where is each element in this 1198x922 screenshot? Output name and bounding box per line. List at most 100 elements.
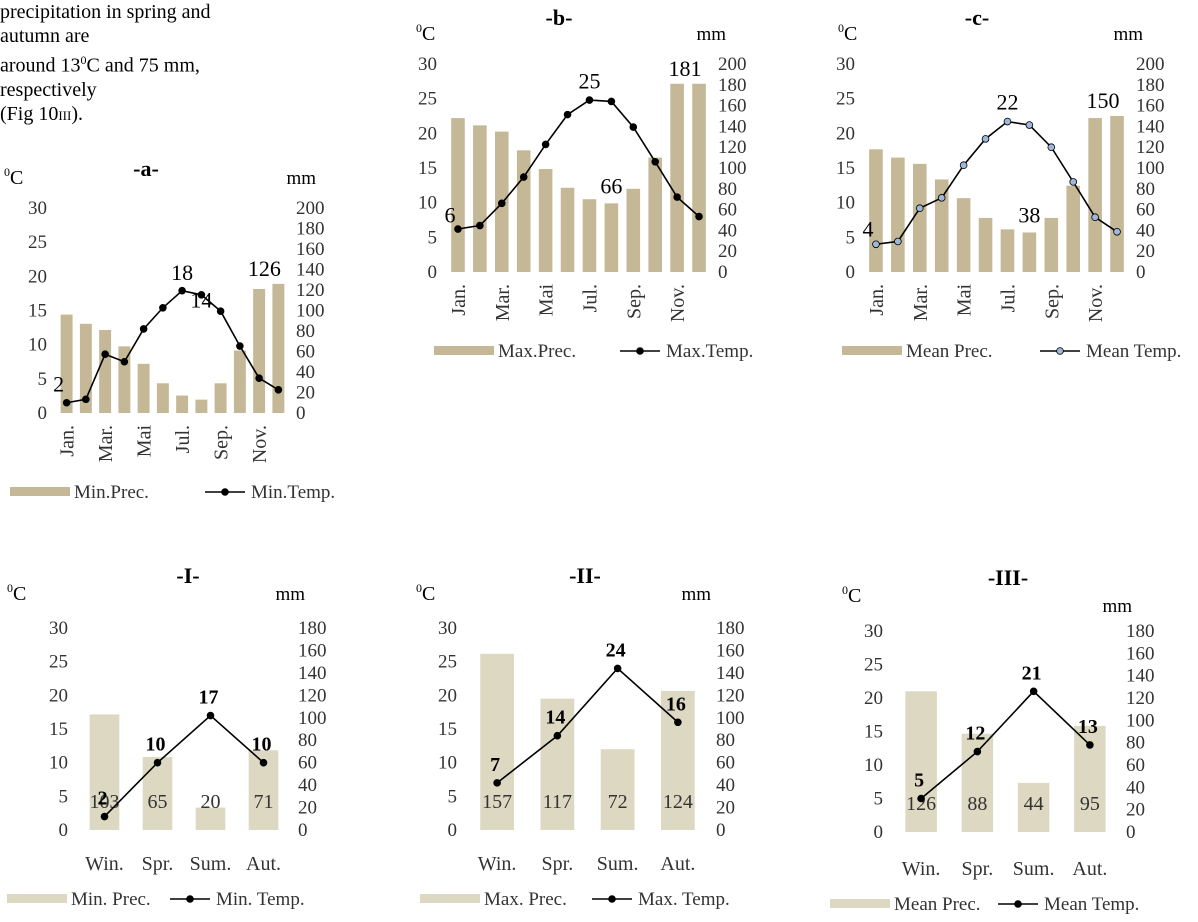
chart-title: -a-	[133, 156, 159, 181]
chart-b: -b-0C mm051015202530020406080100120140160…	[416, 5, 753, 362]
bar	[582, 199, 597, 272]
data-annotation: 150	[1087, 88, 1120, 113]
left-tick-label: 25	[28, 232, 47, 253]
intro-line-3-end: ).	[71, 102, 84, 125]
temp-point	[1003, 117, 1012, 126]
left-tick-label: 25	[418, 89, 437, 110]
bar	[272, 283, 285, 413]
bar-value-label: 72	[608, 791, 628, 813]
bar	[142, 757, 173, 830]
legend-swatch-marker	[1056, 347, 1064, 355]
right-axis-label: mm	[1113, 24, 1143, 45]
temp-line	[457, 99, 700, 230]
legend-label-line: Min.Temp.	[251, 482, 335, 503]
temp-line	[496, 667, 679, 784]
category-tick-label: Sum.	[190, 853, 232, 875]
temp-point	[894, 237, 902, 246]
right-tick-label: 160	[716, 640, 745, 661]
temp-point	[139, 325, 148, 333]
left-tick-label: 5	[428, 227, 438, 248]
category-tick-label: Spr.	[542, 853, 574, 875]
temp-point	[651, 157, 660, 166]
category-tick-label: Mar.	[910, 284, 932, 321]
left-tick-label: 25	[438, 652, 457, 673]
right-axis-label: mm	[275, 584, 305, 605]
left-tick-label: 30	[836, 54, 855, 75]
category-tick-label: Jan.	[57, 425, 79, 457]
right-axis-label: mm	[286, 168, 316, 189]
legend-label-bar: Max.Prec.	[498, 341, 576, 362]
category-tick-label: Nov.	[249, 425, 271, 463]
right-tick-label: 20	[296, 383, 315, 404]
left-axis-label: 0C	[416, 581, 435, 605]
right-tick-label: 100	[718, 158, 747, 179]
right-tick-label: 160	[1136, 96, 1165, 117]
bar	[604, 203, 619, 272]
bar-value-label: 124	[663, 791, 693, 813]
temp-point	[1091, 213, 1099, 222]
right-tick-label: 140	[296, 260, 325, 281]
data-annotation: 66	[600, 173, 622, 198]
intro-line-3: (Fig 10III).	[0, 102, 270, 128]
right-tick-label: 180	[1126, 621, 1155, 642]
right-tick-label: 60	[716, 753, 735, 774]
left-tick-label: 30	[28, 198, 47, 219]
bar	[233, 350, 246, 413]
bar	[195, 807, 226, 830]
data-annotation: 181	[669, 56, 702, 81]
data-annotation: 4	[862, 216, 873, 241]
bar	[214, 383, 227, 413]
right-tick-label: 0	[1126, 822, 1136, 843]
bar	[626, 188, 641, 272]
category-tick-label: Mai	[134, 425, 156, 458]
right-tick-label: 60	[1136, 200, 1155, 221]
category-tick-label: Sum.	[597, 853, 639, 875]
category-tick-label: Jul.	[579, 284, 601, 312]
temp-point	[1047, 143, 1056, 152]
bar	[451, 118, 465, 272]
legend-swatch-bar	[7, 894, 67, 903]
left-tick-label: 15	[836, 158, 855, 179]
temp-point	[674, 718, 682, 727]
temp-point	[629, 123, 638, 131]
right-tick-label: 0	[718, 262, 728, 283]
temp-point	[541, 140, 550, 149]
right-tick-label: 60	[298, 753, 317, 774]
category-tick-label: Nov.	[1085, 284, 1107, 322]
legend-label-line: Max. Temp.	[638, 889, 730, 910]
right-tick-label: 40	[718, 220, 737, 241]
left-tick-label: 10	[28, 335, 47, 356]
left-tick-label: 0	[874, 822, 884, 843]
bar	[156, 383, 169, 413]
left-tick-label: 30	[49, 618, 68, 639]
right-tick-label: 140	[1136, 116, 1165, 137]
right-tick-label: 0	[1136, 262, 1146, 283]
right-tick-label: 180	[718, 75, 747, 96]
right-axis-label: mm	[1102, 596, 1132, 617]
category-tick-label: Jan.	[866, 284, 888, 316]
right-tick-label: 80	[718, 179, 737, 200]
category-tick-label: Aut.	[660, 853, 695, 875]
bar	[905, 691, 937, 832]
chart-title: -c-	[965, 5, 989, 30]
legend-swatch-marker	[186, 895, 194, 903]
left-tick-label: 0	[59, 820, 69, 841]
right-tick-label: 80	[1136, 179, 1155, 200]
temp-point	[454, 225, 462, 233]
intro-line-2-a: around 13	[0, 54, 81, 77]
left-axis-label: 0C	[842, 583, 861, 607]
temp-point	[1069, 178, 1078, 186]
chart-title: -II-	[569, 563, 601, 588]
right-tick-label: 20	[1136, 241, 1155, 262]
right-tick-label: 200	[296, 198, 325, 219]
right-tick-label: 200	[718, 54, 747, 75]
temp-point	[915, 204, 924, 213]
left-tick-label: 5	[59, 786, 69, 807]
left-tick-label: 5	[874, 789, 884, 810]
bar	[118, 346, 131, 413]
left-axis-label: 0C	[838, 21, 857, 45]
left-tick-label: 5	[846, 227, 856, 248]
left-axis-label-unit: C	[10, 167, 23, 189]
bar	[661, 690, 695, 830]
temp-value-label: 5	[914, 770, 924, 792]
